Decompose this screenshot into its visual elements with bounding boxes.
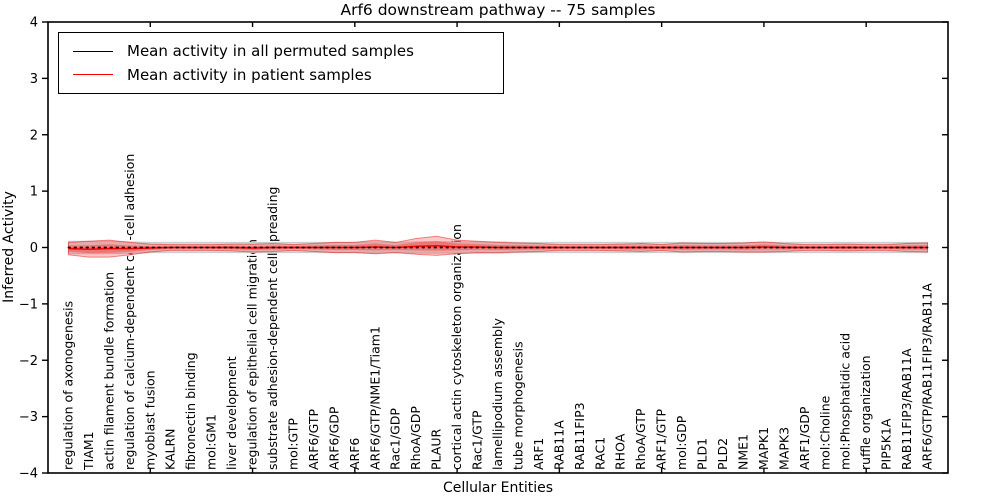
x-entity-label: PLD1 bbox=[695, 438, 710, 470]
x-entity-label: Rac1/GDP bbox=[388, 408, 403, 470]
legend-label: Mean activity in all permuted samples bbox=[127, 42, 414, 60]
y-tick-label: −4 bbox=[19, 467, 38, 482]
x-entity-label: fibronectin binding bbox=[183, 352, 198, 470]
x-entity-label: mol:Phosphatidic acid bbox=[838, 333, 853, 470]
x-entity-label: mol:GM1 bbox=[204, 414, 219, 470]
x-entity-label: RHOA bbox=[613, 433, 628, 470]
x-entity-label: RhoA/GTP bbox=[633, 408, 648, 470]
x-entity-label: ARF1 bbox=[531, 438, 546, 470]
x-entity-label: RAB11A bbox=[551, 420, 566, 470]
plot-border bbox=[47, 21, 949, 474]
x-entity-label: mol:Choline bbox=[817, 395, 832, 470]
x-entity-label: myoblast fusion bbox=[142, 370, 157, 470]
x-entity-label: RAC1 bbox=[592, 437, 607, 470]
x-entity-label: actin filament bundle formation bbox=[101, 272, 116, 470]
x-entity-label: ARF1/GDP bbox=[797, 406, 812, 470]
x-entity-label: MAPK1 bbox=[756, 427, 771, 470]
x-entity-label: mol:GTP bbox=[285, 418, 300, 470]
x-entity-label: mol:GDP bbox=[674, 415, 689, 470]
patient-line-swatch bbox=[73, 74, 113, 76]
x-entity-label: ARF6 bbox=[347, 438, 362, 470]
x-entity-label: ruffle organization bbox=[858, 355, 873, 470]
x-entity-label: RhoA/GDP bbox=[408, 406, 423, 470]
x-entity-label: liver development bbox=[224, 356, 239, 470]
legend-entry-patient: Mean activity in patient samples bbox=[73, 65, 503, 84]
legend: Mean activity in all permuted samples Me… bbox=[58, 32, 504, 94]
x-entity-label: ARF6/GTP bbox=[306, 409, 321, 470]
permuted-line-swatch bbox=[73, 50, 113, 52]
x-entity-label: tube morphogenesis bbox=[510, 341, 525, 470]
y-tick-label: 0 bbox=[30, 241, 38, 256]
x-entity-label: ARF6/GTP/RAB11FIP3/RAB11A bbox=[920, 283, 935, 470]
x-entity-label: MAPK3 bbox=[776, 427, 791, 470]
legend-entry-permuted: Mean activity in all permuted samples bbox=[73, 43, 503, 60]
y-tick-label: −3 bbox=[19, 410, 38, 425]
y-tick-label: −2 bbox=[19, 354, 38, 369]
x-entity-label: KALRN bbox=[163, 428, 178, 470]
x-entity-label: NME1 bbox=[735, 434, 750, 470]
patient-band bbox=[67, 235, 929, 258]
x-entity-label: cortical actin cytoskeleton organization bbox=[449, 224, 464, 470]
x-entity-label: regulation of axonogenesis bbox=[60, 301, 75, 470]
y-tick-label: 4 bbox=[30, 16, 38, 31]
x-entity-label: ARF1/GTP bbox=[654, 409, 669, 470]
x-entity-label: ARF6/GDP bbox=[326, 406, 341, 470]
x-entity-label: PIP5K1A bbox=[879, 418, 894, 470]
y-tick-label: 3 bbox=[30, 72, 38, 87]
y-tick-label: −1 bbox=[19, 297, 38, 312]
x-entity-label: RAB11FIP3 bbox=[572, 402, 587, 470]
x-entity-label: lamellipodium assembly bbox=[490, 318, 505, 470]
x-entity-label: regulation of calcium-dependent cell-cel… bbox=[122, 154, 137, 470]
x-entity-label: ARF6/GTP/NME1/Tiam1 bbox=[367, 326, 382, 470]
y-axis-label: Inferred Activity bbox=[1, 191, 17, 303]
x-entity-label: PLAUR bbox=[429, 429, 444, 470]
x-entity-label: TIAM1 bbox=[81, 431, 96, 471]
x-axis-label: Cellular Entities bbox=[442, 480, 554, 496]
legend-label: Mean activity in patient samples bbox=[127, 65, 372, 84]
x-entity-label: PLD2 bbox=[715, 438, 730, 470]
chart-title: Arf6 downstream pathway -- 75 samples bbox=[340, 1, 656, 19]
x-entity-label: substrate adhesion-dependent cell spread… bbox=[265, 187, 280, 470]
x-entity-label: regulation of epithelial cell migration bbox=[245, 239, 260, 470]
x-entity-label: Rac1/GTP bbox=[470, 410, 485, 470]
y-tick-label: 2 bbox=[30, 128, 38, 143]
y-tick-label: 1 bbox=[30, 185, 38, 200]
x-entity-label: RAB11FIP3/RAB11A bbox=[899, 348, 914, 470]
